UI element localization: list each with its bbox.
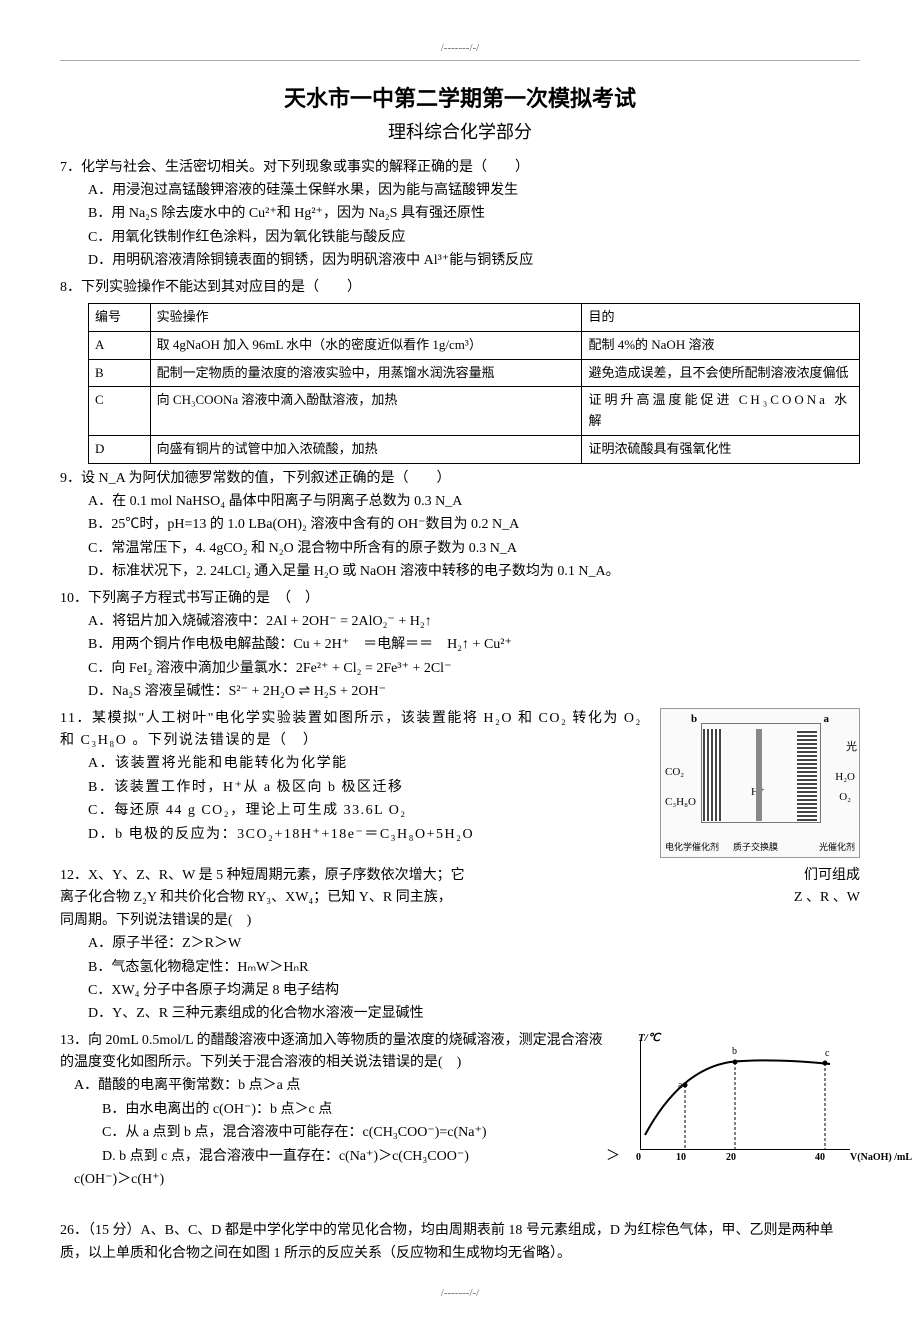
q12-stem-r1: 们可组成 (804, 865, 860, 887)
label-cat2: 光催化剂 (819, 840, 855, 854)
cell-op: 向 CH₃COONa 溶液中滴入酚酞溶液，加热 (150, 387, 582, 436)
pt-b: b (732, 1044, 737, 1060)
q10-opt-d: D．Na₂S 溶液呈碱性：S²⁻ + 2H₂O ⇌ H₂S + 2OH⁻ (88, 681, 860, 703)
q12-stem-part2: 离子化合物 Z₂Y 和共价化合物 RY₃、XW₄；已知 Y、R 同主族， (60, 890, 452, 905)
q13-opt-d2: c(OH⁻)＞c(H⁺) (74, 1169, 860, 1191)
q12-opt-d: D．Y、Z、R 三种元素组成的化合物水溶液一定显碱性 (88, 1003, 860, 1025)
q7: 7．化学与社会、生活密切相关。对下列现象或事实的解释正确的是（ ） A．用浸泡过… (60, 157, 860, 273)
q26: 26．（15 分）A、B、C、D 都是中学化学中的常见化合物，均由周期表前 18… (60, 1220, 860, 1265)
cell-aim: 证明升高温度能促进 CH₃COONa 水解 (582, 387, 860, 436)
cell-op: 配制一定物质的量浓度的溶液实验中，用蒸馏水润洗容量瓶 (150, 359, 582, 387)
cell-id: B (89, 359, 151, 387)
q12-opt-b: B．气态氢化物稳定性：HₘW＞HₙR (88, 957, 860, 979)
q10: 10．下列离子方程式书写正确的是 （ ） A．将铝片加入烧碱溶液中：2Al + … (60, 588, 860, 704)
q10-stem: 10．下列离子方程式书写正确的是 （ ） (60, 588, 860, 610)
cell-op: 向盛有铜片的试管中加入浓硫酸，加热 (150, 435, 582, 463)
label-c3h8o: C₃H₈O (665, 794, 696, 812)
xt10: 10 (676, 1150, 686, 1166)
xt0: 0 (636, 1150, 641, 1166)
table-row: D 向盛有铜片的试管中加入浓硫酸，加热 证明浓硫酸具有强氧化性 (89, 435, 860, 463)
label-light: 光 (846, 739, 857, 757)
th-id: 编号 (89, 303, 151, 331)
label-o2: O₂ (839, 789, 851, 807)
q9-opt-b: B．25℃时，pH=13 的 1.0 LBa(OH)₂ 溶液中含有的 OH⁻数目… (88, 514, 860, 536)
cell-id: A (89, 331, 151, 359)
label-a: a (824, 711, 830, 729)
chart-curve (640, 1040, 850, 1150)
th-op: 实验操作 (150, 303, 582, 331)
label-h2o: H₂O (835, 769, 855, 787)
q13: T/℃ a b c 0 10 20 40 V(NaOH) /mL 13．向 20… (60, 1030, 860, 1193)
q9-opt-d: D．标准状况下，2. 24LCl₂ 通入足量 H₂O 或 NaOH 溶液中转移的… (88, 561, 860, 583)
q8-stem: 8．下列实验操作不能达到其对应目的是（ ） (60, 277, 860, 299)
q12-stem-part3: 同周期。下列说法错误的是( ) (60, 913, 251, 928)
chart-xlabel: V(NaOH) /mL (850, 1150, 912, 1166)
q10-opt-a: A．将铝片加入烧碱溶液中：2Al + 2OH⁻ = 2AlO₂⁻ + H₂↑ (88, 611, 860, 633)
q8: 8．下列实验操作不能达到其对应目的是（ ） 编号 实验操作 目的 A 取 4gN… (60, 277, 860, 464)
q11: b a 光 CO₂ H₂O C₃H₈O O₂ H⁺ 电化学催化剂 质子交换膜 光… (60, 708, 860, 861)
q9-opt-a: A．在 0.1 mol NaHSO₄ 晶体中阳离子与阴离子总数为 0.3 N_A (88, 491, 860, 513)
q8-table: 编号 实验操作 目的 A 取 4gNaOH 加入 96mL 水中（水的密度近似看… (88, 303, 860, 464)
table-row: B 配制一定物质的量浓度的溶液实验中，用蒸馏水润洗容量瓶 避免造成误差，且不会使… (89, 359, 860, 387)
q12-opt-c: C．XW₄ 分子中各原子均满足 8 电子结构 (88, 980, 860, 1002)
q13-temperature-chart: T/℃ a b c 0 10 20 40 V(NaOH) /mL (620, 1030, 860, 1170)
cell-aim: 证明浓硫酸具有强氧化性 (582, 435, 860, 463)
q26-stem: 26．（15 分）A、B、C、D 都是中学化学中的常见化合物，均由周期表前 18… (60, 1220, 860, 1265)
cell-aim: 配制 4%的 NaOH 溶液 (582, 331, 860, 359)
label-membrane: 质子交换膜 (733, 840, 778, 854)
exam-title: 天水市一中第二学期第一次模拟考试 (60, 81, 860, 116)
q12-stem-part1: 12．X、Y、Z、R、W 是 5 种短周期元素，原子序数依次增大；它 (60, 868, 465, 883)
q12-opt-a: A．原子半径：Z＞R＞W (88, 933, 860, 955)
cell-id: D (89, 435, 151, 463)
exam-subtitle: 理科综合化学部分 (60, 118, 860, 147)
cell-id: C (89, 387, 151, 436)
xt40: 40 (815, 1150, 825, 1166)
q11-device-figure: b a 光 CO₂ H₂O C₃H₈O O₂ H⁺ 电化学催化剂 质子交换膜 光… (660, 708, 860, 858)
table-header-row: 编号 实验操作 目的 (89, 303, 860, 331)
q10-opt-c: C．向 FeI₂ 溶液中滴加少量氯水：2Fe²⁺ + Cl₂ = 2Fe³⁺ +… (88, 658, 860, 680)
q12: 12．X、Y、Z、R、W 是 5 种短周期元素，原子序数依次增大；它 们可组成 … (60, 865, 860, 1026)
q9-stem: 9．设 N_A 为阿伏加德罗常数的值，下列叙述正确的是（ ） (60, 468, 860, 490)
q10-opt-b: B．用两个铜片作电极电解盐酸：Cu + 2H⁺ ＝电解＝＝ H₂↑ + Cu²⁺ (88, 634, 860, 656)
pt-a: a (678, 1078, 682, 1094)
cell-aim: 避免造成误差，且不会使所配制溶液浓度偏低 (582, 359, 860, 387)
q12-stem-r2: Z 、R 、W (794, 887, 860, 909)
q7-opt-a: A．用浸泡过高锰酸钾溶液的硅藻土保鲜水果，因为能与高锰酸钾发生 (88, 180, 860, 202)
q7-opt-c: C．用氧化铁制作红色涂料，因为氧化铁能与酸反应 (88, 227, 860, 249)
label-cat1: 电化学催化剂 (665, 840, 719, 854)
table-row: C 向 CH₃COONa 溶液中滴入酚酞溶液，加热 证明升高温度能促进 CH₃C… (89, 387, 860, 436)
q13-d-right: ＞ (606, 1146, 620, 1168)
pt-c: c (825, 1046, 829, 1062)
header-marker: /-------/-/ (60, 40, 860, 61)
footer-marker: /-------/-/ (60, 1285, 860, 1303)
q13-d-left: D. b 点到 c 点，混合溶液中一直存在：c(Na⁺)＞c(CH₃COO⁻) (102, 1149, 469, 1164)
cell-op: 取 4gNaOH 加入 96mL 水中（水的密度近似看作 1g/cm³） (150, 331, 582, 359)
q7-stem: 7．化学与社会、生活密切相关。对下列现象或事实的解释正确的是（ ） (60, 157, 860, 179)
table-row: A 取 4gNaOH 加入 96mL 水中（水的密度近似看作 1g/cm³） 配… (89, 331, 860, 359)
q7-opt-b: B．用 Na₂S 除去废水中的 Cu²⁺和 Hg²⁺，因为 Na₂S 具有强还原… (88, 203, 860, 225)
q9: 9．设 N_A 为阿伏加德罗常数的值，下列叙述正确的是（ ） A．在 0.1 m… (60, 468, 860, 584)
th-aim: 目的 (582, 303, 860, 331)
q12-stem: 12．X、Y、Z、R、W 是 5 种短周期元素，原子序数依次增大；它 们可组成 … (60, 865, 860, 932)
xt20: 20 (726, 1150, 736, 1166)
label-b: b (691, 711, 697, 729)
q7-opt-d: D．用明矾溶液清除铜镜表面的铜锈，因为明矾溶液中 Al³⁺能与铜锈反应 (88, 250, 860, 272)
label-co2: CO₂ (665, 764, 684, 782)
q9-opt-c: C．常温常压下，4. 4gCO₂ 和 N₂O 混合物中所含有的原子数为 0.3 … (88, 538, 860, 560)
